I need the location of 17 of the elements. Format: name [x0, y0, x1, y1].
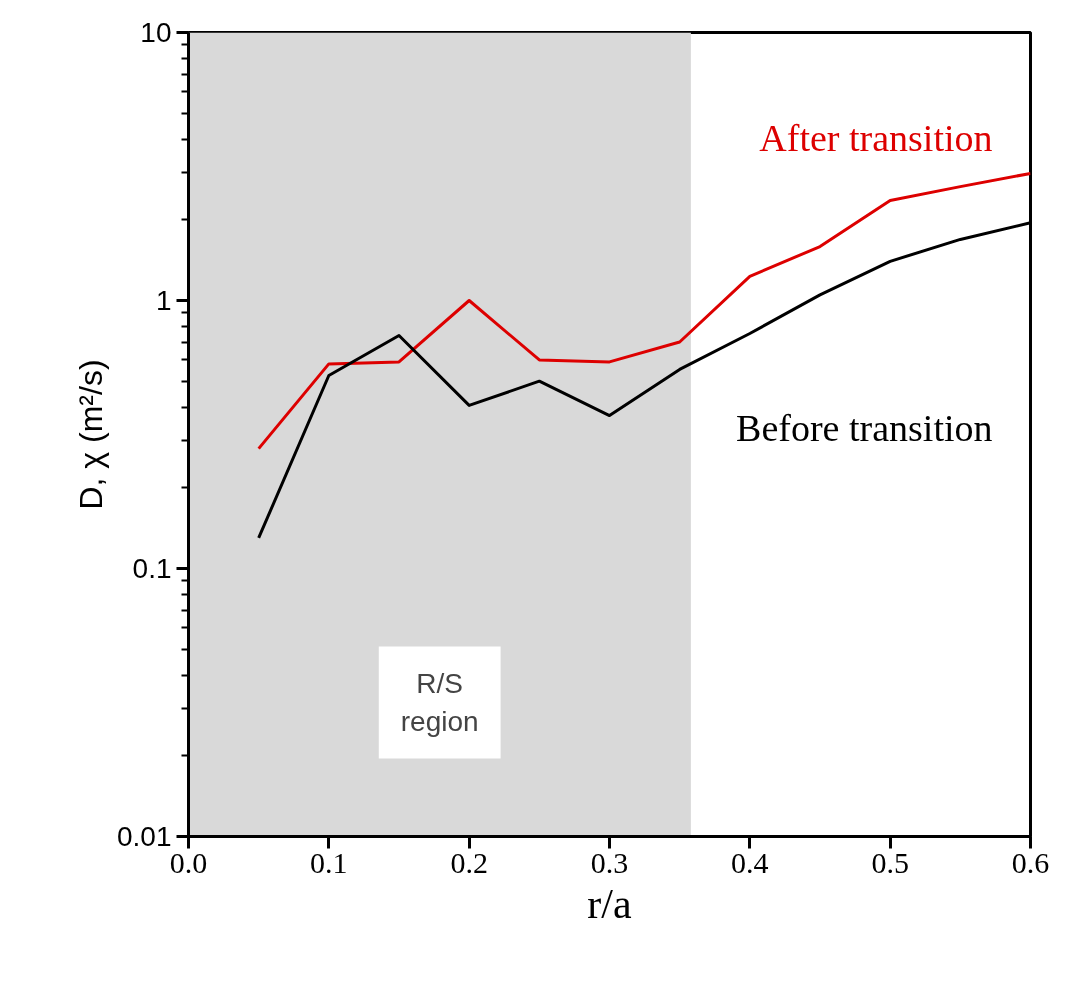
x-tick-label: 0.3 [590, 845, 629, 879]
x-tick-label: 0.1 [310, 845, 348, 879]
y-axis-title: D, χ (m²/s) [73, 359, 109, 510]
line-series [257, 171, 1031, 451]
y-tick-label: 0.1 [132, 553, 172, 584]
x-tick-label: 0.0 [169, 845, 208, 879]
y-tick-label: 10 [140, 17, 172, 48]
y-tick-label: 1 [155, 285, 172, 316]
x-axis-title: r/a [587, 880, 633, 927]
series-label: After transition [759, 117, 993, 160]
y-tick-label: 0.01 [117, 821, 172, 852]
x-tick-label: 0.2 [450, 845, 488, 879]
x-tick-label: 0.6 [1011, 845, 1050, 879]
x-tick-label: 0.5 [871, 845, 909, 879]
band-label: R/S region [400, 668, 479, 737]
series-label: Before transition [736, 406, 993, 449]
x-tick-label: 0.4 [731, 845, 769, 879]
